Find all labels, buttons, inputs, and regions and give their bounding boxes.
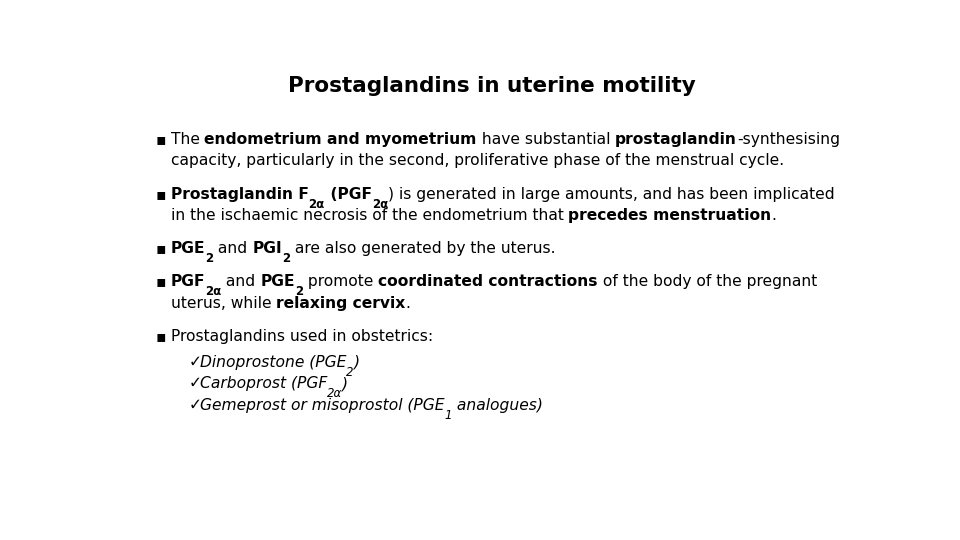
- Text: of the body of the pregnant: of the body of the pregnant: [598, 274, 817, 289]
- Text: 2α: 2α: [205, 285, 222, 298]
- Text: 2α: 2α: [308, 198, 324, 211]
- Text: coordinated contractions: coordinated contractions: [378, 274, 598, 289]
- Text: 2: 2: [295, 285, 303, 298]
- Text: ▪: ▪: [156, 241, 166, 256]
- Text: 2α: 2α: [372, 198, 388, 211]
- Text: uterus, while: uterus, while: [171, 295, 276, 310]
- Text: prostaglandin: prostaglandin: [615, 132, 737, 147]
- Text: ▪: ▪: [156, 187, 166, 201]
- Text: Prostaglandin F: Prostaglandin F: [171, 187, 308, 201]
- Text: ✓: ✓: [188, 355, 202, 370]
- Text: PGI: PGI: [252, 241, 282, 256]
- Text: ): ): [342, 376, 348, 392]
- Text: Carboprost (PGF: Carboprost (PGF: [200, 376, 326, 392]
- Text: ▪: ▪: [156, 274, 166, 289]
- Text: ▪: ▪: [156, 132, 166, 147]
- Text: 2: 2: [205, 252, 213, 265]
- Text: 2: 2: [282, 252, 290, 265]
- Text: capacity, particularly in the second, proliferative phase of the menstrual cycle: capacity, particularly in the second, pr…: [171, 153, 783, 168]
- Text: .: .: [772, 208, 777, 224]
- Text: promote: promote: [303, 274, 378, 289]
- Text: .: .: [405, 295, 410, 310]
- Text: ): ): [353, 355, 359, 370]
- Text: Prostaglandins in uterine motility: Prostaglandins in uterine motility: [288, 76, 696, 96]
- Text: ▪: ▪: [156, 329, 166, 344]
- Text: and: and: [222, 274, 260, 289]
- Text: and: and: [213, 241, 252, 256]
- Text: are also generated by the uterus.: are also generated by the uterus.: [290, 241, 556, 256]
- Text: endometrium and myometrium: endometrium and myometrium: [204, 132, 477, 147]
- Text: have substantial: have substantial: [477, 132, 615, 147]
- Text: 2α: 2α: [326, 387, 342, 401]
- Text: relaxing cervix: relaxing cervix: [276, 295, 405, 310]
- Text: precedes menstruation: precedes menstruation: [568, 208, 772, 224]
- Text: 2: 2: [346, 366, 353, 379]
- Text: PGE: PGE: [260, 274, 295, 289]
- Text: Gemeprost or misoprostol (PGE: Gemeprost or misoprostol (PGE: [200, 398, 444, 413]
- Text: (PGF: (PGF: [324, 187, 372, 201]
- Text: ) is generated in large amounts, and has been implicated: ) is generated in large amounts, and has…: [388, 187, 834, 201]
- Text: 1: 1: [444, 409, 451, 422]
- Text: in the ischaemic necrosis of the endometrium that: in the ischaemic necrosis of the endomet…: [171, 208, 568, 224]
- Text: The: The: [171, 132, 204, 147]
- Text: Dinoprostone (PGE: Dinoprostone (PGE: [200, 355, 346, 370]
- Text: PGF: PGF: [171, 274, 205, 289]
- Text: ✓: ✓: [188, 398, 202, 413]
- Text: PGE: PGE: [171, 241, 205, 256]
- Text: -synthesising: -synthesising: [737, 132, 840, 147]
- Text: analogues): analogues): [451, 398, 542, 413]
- Text: Prostaglandins used in obstetrics:: Prostaglandins used in obstetrics:: [171, 329, 433, 344]
- Text: ✓: ✓: [188, 376, 202, 392]
